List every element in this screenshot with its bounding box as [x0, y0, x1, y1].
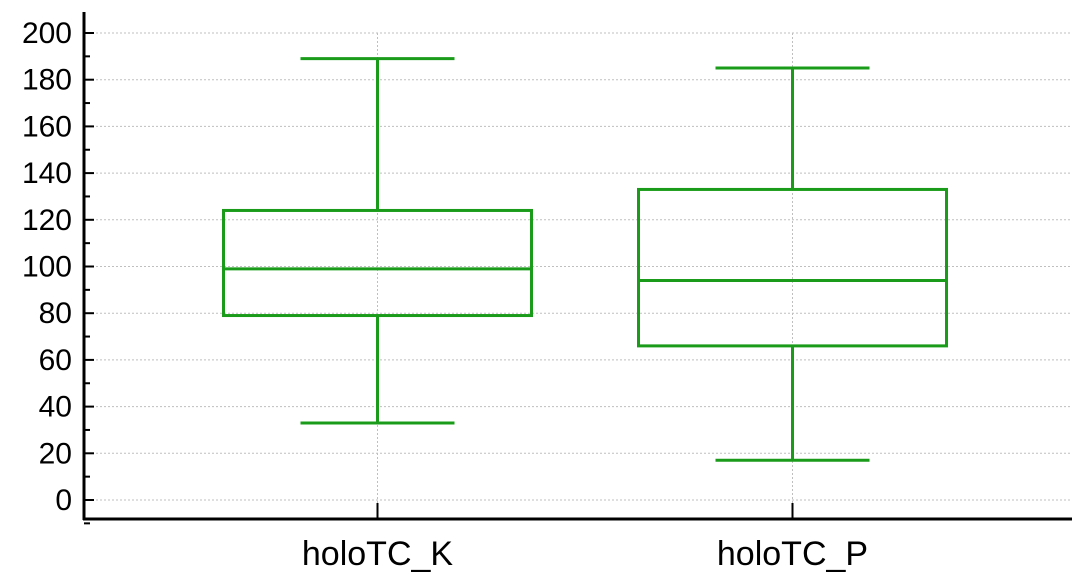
y-tick-label: 60 [39, 344, 72, 377]
y-tick-label: 40 [39, 391, 72, 424]
boxes [222, 57, 948, 462]
y-tick-label: 140 [22, 157, 72, 190]
y-axis: 0 20 40 60 80 100 120 140 160 180 200 [22, 12, 94, 525]
y-tick-label: 20 [39, 437, 72, 470]
y-tick-label: 100 [22, 251, 72, 284]
box-holoTC_P [637, 66, 948, 462]
x-tick-label: holoTC_K [302, 535, 454, 572]
grid-lines [84, 32, 1072, 519]
y-tick-label: 180 [22, 64, 72, 97]
y-tick-label: 120 [22, 204, 72, 237]
y-tick-label: 80 [39, 297, 72, 330]
y-tick-label: 160 [22, 110, 72, 143]
x-tick-label: holoTC_P [717, 535, 868, 572]
box-holoTC_K [222, 57, 533, 425]
y-tick-label: 0 [55, 484, 72, 517]
x-axis: holoTC_K holoTC_P [83, 503, 1072, 572]
y-tick-label: 200 [22, 17, 72, 50]
